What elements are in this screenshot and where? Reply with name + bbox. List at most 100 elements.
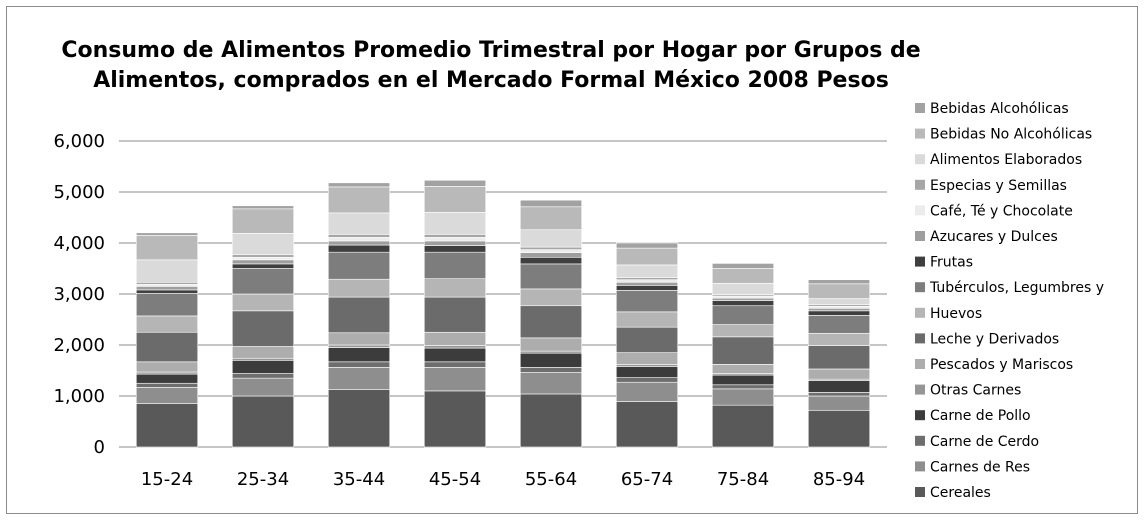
bar-segment bbox=[616, 378, 677, 383]
bar-segment bbox=[616, 248, 677, 265]
bar-segment bbox=[424, 367, 485, 390]
bar-segment bbox=[232, 257, 293, 260]
bar-segment bbox=[712, 283, 773, 294]
bar-segment bbox=[520, 394, 581, 447]
legend-label: Tubérculos, Legumbres y bbox=[929, 280, 1104, 296]
bar-segment bbox=[424, 241, 485, 246]
y-tick-label: 1,000 bbox=[53, 386, 105, 407]
x-tick-label: 65-74 bbox=[621, 469, 673, 490]
bar-segment bbox=[328, 252, 389, 279]
bar-segment bbox=[808, 369, 869, 379]
bar-segment bbox=[136, 362, 197, 372]
bar-segment bbox=[808, 280, 869, 284]
bar-segment bbox=[328, 241, 389, 245]
legend-label: Azucares y Dulces bbox=[930, 229, 1058, 245]
bar-segment bbox=[232, 378, 293, 396]
legend-label: Pescados y Mariscos bbox=[930, 357, 1073, 373]
bar-segment bbox=[136, 282, 197, 284]
bar-segment bbox=[424, 391, 485, 447]
bar-segment bbox=[328, 367, 389, 389]
x-tick-label: 85-94 bbox=[813, 469, 865, 490]
bar-segment bbox=[232, 206, 293, 209]
bar-segment bbox=[616, 366, 677, 377]
bar-segment bbox=[232, 294, 293, 311]
bar-segment bbox=[616, 243, 677, 248]
bar-segment bbox=[712, 269, 773, 284]
legend-swatch bbox=[915, 308, 925, 318]
bar-segment bbox=[808, 315, 869, 333]
bar-segment bbox=[136, 260, 197, 282]
bar-segment bbox=[808, 333, 869, 345]
chart-title-line-2: Alimentos, comprados en el Mercado Forma… bbox=[93, 68, 889, 93]
x-tick-label: 75-84 bbox=[717, 469, 769, 490]
bar-segment bbox=[712, 296, 773, 298]
bar-segment bbox=[424, 234, 485, 237]
x-tick-label: 35-44 bbox=[333, 469, 385, 490]
bar-segment bbox=[232, 255, 293, 258]
bar-segment bbox=[424, 362, 485, 368]
legend-label: Bebidas No Alcohólicas bbox=[930, 127, 1092, 143]
bar-segment bbox=[424, 348, 485, 362]
legend-swatch bbox=[915, 385, 925, 395]
bar-segment bbox=[616, 265, 677, 278]
legend-label: Otras Carnes bbox=[930, 383, 1021, 399]
bar-segment bbox=[808, 396, 869, 410]
legend-label: Frutas bbox=[930, 255, 973, 271]
y-axis-tick-labels: 0 1,000 2,000 3,000 4,000 5,000 6,000 bbox=[53, 131, 105, 458]
bar-segment bbox=[328, 187, 389, 213]
bar-segment bbox=[712, 389, 773, 405]
legend-swatch bbox=[915, 461, 925, 471]
bar-segment bbox=[520, 200, 581, 207]
legend-label: Café, Té y Chocolate bbox=[930, 203, 1073, 219]
bar-segment bbox=[616, 364, 677, 366]
y-tick-label: 5,000 bbox=[53, 182, 105, 203]
bar-segment bbox=[328, 348, 389, 362]
legend-swatch bbox=[915, 410, 925, 420]
bar-segment bbox=[232, 209, 293, 233]
legend-swatch bbox=[915, 180, 925, 190]
legend-label: Leche y Derivados bbox=[930, 331, 1059, 347]
bar-segment bbox=[232, 269, 293, 295]
legend-swatch bbox=[915, 487, 925, 497]
bar-segment bbox=[424, 186, 485, 212]
legend-swatch bbox=[915, 103, 925, 113]
legend-swatch bbox=[915, 154, 925, 164]
legend-label: Carne de Cerdo bbox=[930, 434, 1039, 450]
x-tick-label: 25-34 bbox=[237, 469, 289, 490]
bar-segment bbox=[520, 253, 581, 258]
bar-segment bbox=[808, 410, 869, 447]
chart-title-line-1: Consumo de Alimentos Promedio Trimestral… bbox=[61, 38, 920, 63]
bar-segment bbox=[808, 284, 869, 299]
bar-segment bbox=[616, 312, 677, 327]
bar-segment bbox=[520, 351, 581, 353]
bar-segment bbox=[136, 284, 197, 286]
bar-segment bbox=[616, 290, 677, 311]
bar-segment bbox=[712, 405, 773, 447]
bar-segment bbox=[616, 327, 677, 353]
bar-segment bbox=[232, 264, 293, 269]
bar-segment bbox=[520, 353, 581, 367]
bar-segment bbox=[520, 230, 581, 247]
bar-segment bbox=[232, 358, 293, 360]
bar-segment bbox=[136, 332, 197, 362]
bar-segment bbox=[712, 298, 773, 301]
bar-segments bbox=[136, 180, 869, 447]
bar-segment bbox=[328, 297, 389, 333]
legend-label: Bebidas Alcohólicas bbox=[930, 101, 1069, 117]
legend-label: Especias y Semillas bbox=[930, 178, 1067, 194]
legend-label: Carnes de Res bbox=[930, 459, 1030, 475]
bar-segment bbox=[712, 385, 773, 389]
bar-segment bbox=[808, 306, 869, 308]
legend-swatch bbox=[915, 205, 925, 215]
bar-segment bbox=[616, 382, 677, 401]
bar-segment bbox=[712, 337, 773, 365]
y-tick-label: 3,000 bbox=[53, 284, 105, 305]
bar-segment bbox=[232, 311, 293, 347]
y-tick-label: 6,000 bbox=[53, 131, 105, 152]
bar-segment bbox=[328, 345, 389, 348]
bar-segment bbox=[232, 347, 293, 359]
bar-segment bbox=[520, 289, 581, 306]
chart-area: Consumo de Alimentos Promedio Trimestral… bbox=[6, 6, 1138, 514]
bar-segment bbox=[424, 246, 485, 253]
bar-segment bbox=[136, 372, 197, 374]
